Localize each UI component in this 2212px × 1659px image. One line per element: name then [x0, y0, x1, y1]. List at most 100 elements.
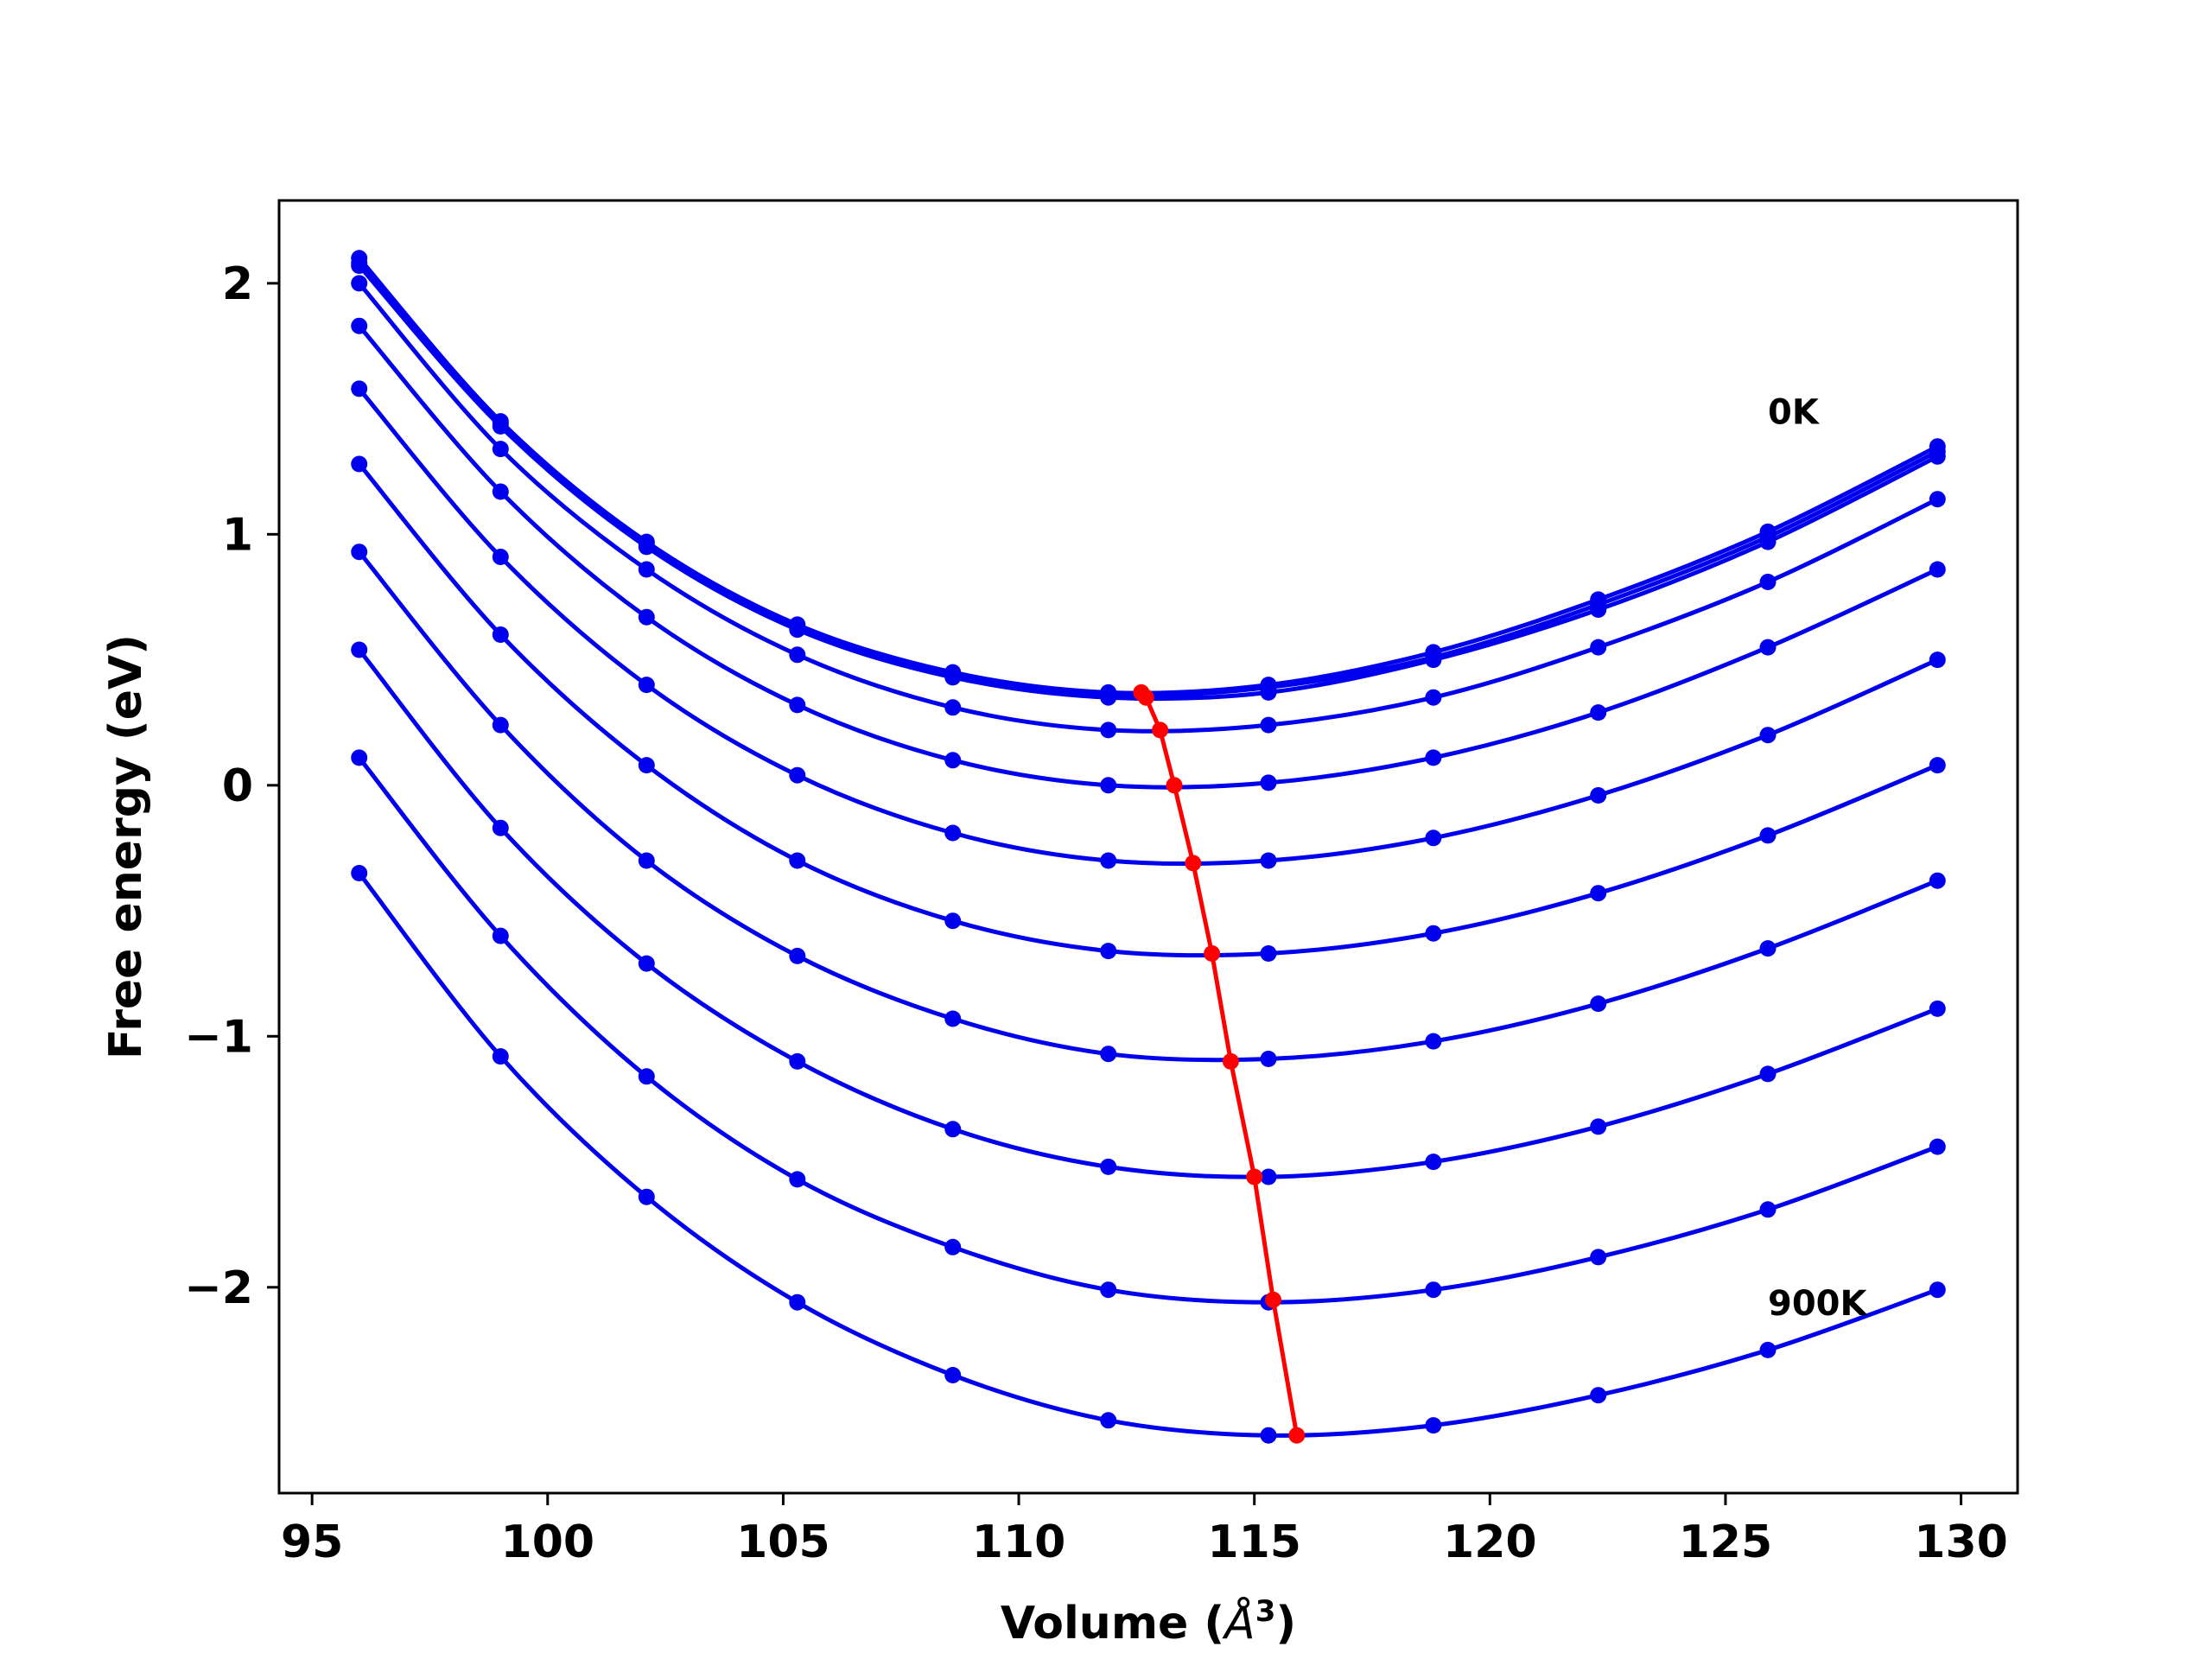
data-point — [351, 865, 368, 881]
data-point — [789, 646, 806, 664]
x-axis-ticks: 95 100 105 110 115 120 125 130 — [281, 1493, 2008, 1568]
y-axis-label: Free energy (eV) — [100, 634, 152, 1059]
data-point — [351, 257, 368, 274]
data-point — [638, 955, 655, 972]
data-point — [1425, 749, 1442, 766]
data-point — [1425, 1033, 1442, 1050]
data-point — [1759, 727, 1777, 744]
y-tick-label: −1 — [184, 1011, 253, 1063]
data-point — [1590, 787, 1607, 804]
data-point — [492, 626, 509, 643]
data-point — [1100, 777, 1117, 794]
data-point — [789, 1171, 806, 1188]
data-point — [1929, 872, 1946, 889]
y-tick-label: 1 — [222, 509, 253, 561]
y-tick-label: 0 — [222, 760, 253, 812]
series-10 — [351, 865, 1946, 1444]
data-point — [492, 549, 509, 565]
series-8 — [351, 641, 1946, 1185]
data-point — [1759, 1201, 1777, 1218]
data-point — [638, 677, 655, 694]
series-line — [357, 550, 1939, 1063]
series-line — [357, 871, 1939, 1438]
annotations-layer: 0K 900K — [1768, 393, 1868, 1324]
x-tick-label: 115 — [1207, 1516, 1301, 1568]
data-point — [1759, 639, 1777, 656]
y-tick-label: 2 — [222, 258, 253, 310]
x-tick-label: 95 — [281, 1516, 343, 1568]
data-point — [1590, 639, 1607, 656]
data-point — [492, 417, 509, 435]
data-point — [1100, 1046, 1117, 1063]
data-point — [638, 608, 655, 626]
data-point — [351, 380, 368, 397]
data-point — [1260, 1427, 1277, 1444]
data-point — [1425, 1154, 1442, 1171]
data-point — [1759, 1065, 1777, 1083]
data-point — [492, 483, 509, 500]
x-tick-label: 100 — [501, 1516, 595, 1568]
data-point — [1759, 533, 1777, 550]
y-tick-label: −2 — [184, 1262, 253, 1314]
x-axis-label-text: Volume ( — [1001, 1598, 1224, 1649]
minima-layer — [1133, 683, 1306, 1444]
data-point — [1425, 925, 1442, 942]
x-axis-label-unit: Å — [1222, 1596, 1255, 1649]
data-point — [944, 1367, 962, 1383]
annotation-label: 900K — [1768, 1284, 1868, 1324]
data-point — [944, 752, 962, 769]
data-point — [1260, 774, 1277, 791]
data-point — [1425, 1417, 1442, 1434]
minimum-point — [1152, 721, 1169, 739]
minimum-point — [1166, 777, 1183, 794]
minimum-point — [1185, 855, 1202, 872]
data-point — [944, 912, 962, 930]
data-point — [944, 1010, 962, 1027]
minimum-line — [1139, 690, 1300, 1436]
data-point — [1100, 721, 1117, 739]
data-point — [351, 543, 368, 561]
data-point — [351, 275, 368, 292]
data-point — [492, 927, 509, 944]
data-point — [1590, 601, 1607, 618]
data-point — [1759, 827, 1777, 844]
x-tick-label: 110 — [972, 1516, 1066, 1568]
data-point — [638, 852, 655, 869]
data-point — [944, 824, 962, 842]
x-tick-label: 120 — [1443, 1516, 1537, 1568]
data-point — [492, 819, 509, 836]
data-point — [1425, 689, 1442, 706]
data-point — [1929, 1138, 1946, 1155]
data-point — [1100, 1412, 1117, 1429]
data-point — [1929, 1000, 1946, 1017]
data-point — [1260, 1051, 1277, 1067]
series-line — [357, 756, 1939, 1305]
data-point — [492, 441, 509, 458]
data-point — [1759, 574, 1777, 590]
series-6 — [351, 455, 1946, 962]
data-point — [1929, 491, 1946, 508]
series-5 — [351, 380, 1946, 869]
plot-frame — [277, 199, 2019, 1495]
series-line — [357, 648, 1939, 1179]
x-tick-label: 130 — [1914, 1516, 2008, 1568]
data-point — [638, 1188, 655, 1205]
data-point — [1590, 704, 1607, 721]
data-point — [1425, 1281, 1442, 1299]
curves-layer — [351, 250, 1946, 1444]
data-point — [492, 716, 509, 734]
data-point — [789, 852, 806, 869]
data-point — [1929, 448, 1946, 465]
data-point — [944, 699, 962, 716]
data-point — [789, 947, 806, 964]
data-point — [351, 641, 368, 658]
data-point — [1590, 1387, 1607, 1404]
data-point — [1590, 1118, 1607, 1135]
data-point — [638, 538, 655, 556]
data-point — [789, 1052, 806, 1070]
x-axis-label-close: ) — [1275, 1598, 1296, 1649]
x-tick-label: 105 — [736, 1516, 830, 1568]
x-axis-label: Volume (Å3) — [1001, 1594, 1296, 1649]
data-point — [1590, 1249, 1607, 1266]
